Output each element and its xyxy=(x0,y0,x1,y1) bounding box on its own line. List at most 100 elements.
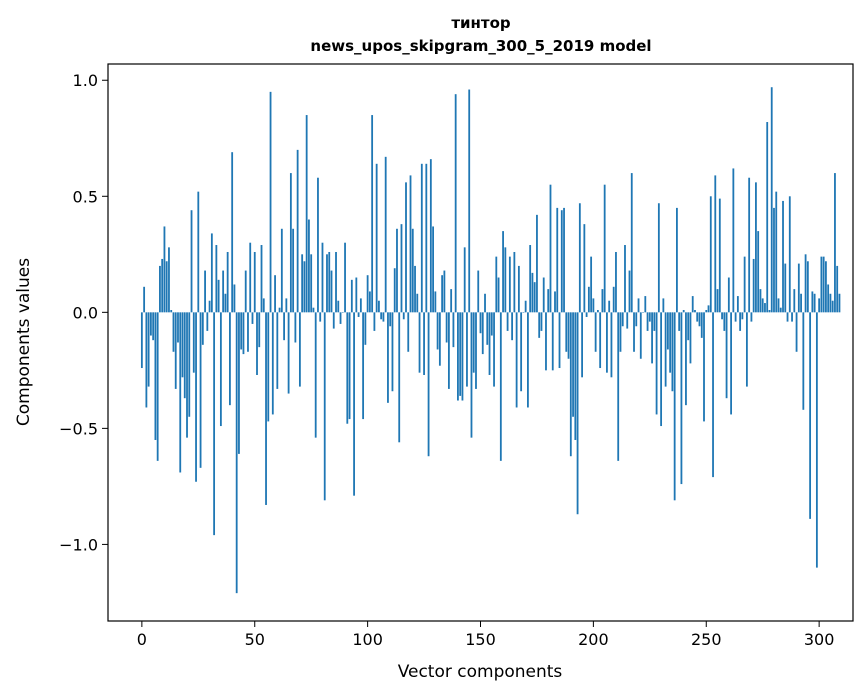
bar-component-42 xyxy=(235,312,238,594)
bar-component-220 xyxy=(637,298,640,313)
bar-component-60 xyxy=(276,312,279,389)
bar-component-50 xyxy=(253,251,256,313)
bar-component-44 xyxy=(240,312,243,350)
bar-component-241 xyxy=(685,312,687,406)
bar-component-45 xyxy=(242,312,245,355)
bar-component-20 xyxy=(186,312,188,438)
bar-component-33 xyxy=(215,245,218,313)
bar-component-228 xyxy=(655,312,658,415)
bar-component-77 xyxy=(314,312,317,438)
bar-component-193 xyxy=(576,312,579,515)
bar-component-166 xyxy=(515,312,518,408)
bar-component-302 xyxy=(822,256,825,313)
bar-component-125 xyxy=(423,312,425,375)
bar-component-108 xyxy=(384,156,387,313)
bar-component-183 xyxy=(554,291,556,313)
bar-component-57 xyxy=(269,91,272,313)
bar-component-116 xyxy=(402,312,405,320)
bar-component-39 xyxy=(229,312,231,406)
bar-component-68 xyxy=(294,312,297,343)
bar-component-199 xyxy=(590,256,593,313)
bar-component-161 xyxy=(504,247,507,313)
bar-component-207 xyxy=(608,300,611,313)
bar-component-21 xyxy=(188,312,191,417)
y-axis-label: Components values xyxy=(14,258,34,426)
bar-component-173 xyxy=(531,272,534,313)
bar-component-103 xyxy=(373,312,376,331)
bar-component-141 xyxy=(459,312,462,396)
bar-component-67 xyxy=(292,228,295,313)
bar-component-84 xyxy=(330,270,333,313)
bar-component-268 xyxy=(745,312,748,387)
bar-component-210 xyxy=(615,251,617,313)
bar-component-208 xyxy=(610,312,613,378)
bar-component-184 xyxy=(556,207,559,313)
x-axis-ticks: 0 50 100 150 200 250 300 xyxy=(137,621,834,649)
bar-component-176 xyxy=(538,312,541,338)
bar-component-275 xyxy=(761,298,764,313)
bar-component-212 xyxy=(619,312,622,352)
bar-component-80 xyxy=(321,242,324,313)
bar-component-261 xyxy=(730,312,732,415)
bar-component-211 xyxy=(617,312,620,461)
x-tick-label: 50 xyxy=(245,630,265,649)
bar-component-273 xyxy=(757,231,760,313)
bar-component-279 xyxy=(770,87,773,313)
bar-component-177 xyxy=(540,312,543,331)
bar-component-295 xyxy=(806,261,809,313)
bar-component-235 xyxy=(671,312,674,392)
bar-component-138 xyxy=(452,312,455,348)
bar-component-171 xyxy=(527,312,529,408)
bar-component-249 xyxy=(703,312,705,422)
bar-component-188 xyxy=(565,312,568,352)
bar-component-86 xyxy=(335,251,337,313)
bar-component-168 xyxy=(520,312,523,392)
bar-component-189 xyxy=(567,312,570,359)
bar-component-148 xyxy=(475,312,477,389)
bar-component-231 xyxy=(662,298,665,313)
bar-component-300 xyxy=(818,298,821,313)
bar-component-263 xyxy=(734,312,737,322)
bar-component-55 xyxy=(265,312,267,505)
bar-component-69 xyxy=(296,149,299,313)
x-tick-label: 100 xyxy=(352,630,383,649)
y-tick-label: 1.0 xyxy=(73,71,98,90)
bar-component-277 xyxy=(766,122,769,313)
bar-component-29 xyxy=(206,312,209,331)
bar-component-156 xyxy=(493,312,495,387)
bar-component-306 xyxy=(831,300,834,313)
bar-component-169 xyxy=(522,312,525,313)
bar-component-179 xyxy=(545,312,547,371)
bar-component-196 xyxy=(583,224,586,313)
y-tick-label: −0.5 xyxy=(59,419,98,438)
bar-component-217 xyxy=(630,173,633,313)
bar-component-78 xyxy=(317,177,319,313)
bar-component-65 xyxy=(287,312,290,394)
bar-component-285 xyxy=(784,263,787,313)
bars-layer xyxy=(140,87,841,594)
bar-component-95 xyxy=(355,277,358,313)
bar-component-26 xyxy=(199,312,202,468)
bar-component-270 xyxy=(750,312,753,322)
bar-component-223 xyxy=(644,296,647,313)
bar-component-94 xyxy=(353,312,355,496)
bar-component-290 xyxy=(795,312,798,352)
bar-component-102 xyxy=(371,115,374,313)
bar-component-19 xyxy=(183,312,186,399)
bar-component-309 xyxy=(838,293,841,313)
bar-component-53 xyxy=(260,245,263,313)
bar-component-13 xyxy=(170,310,173,313)
bar-component-209 xyxy=(612,286,615,313)
bar-component-91 xyxy=(346,312,349,424)
bar-component-47 xyxy=(247,312,249,352)
bar-component-251 xyxy=(707,305,710,313)
x-tick-label: 0 xyxy=(137,630,147,649)
bar-component-215 xyxy=(626,312,629,329)
bar-component-255 xyxy=(716,289,719,313)
bar-component-120 xyxy=(411,228,414,313)
bar-component-64 xyxy=(285,298,288,313)
bar-component-9 xyxy=(161,258,164,313)
bar-component-2 xyxy=(145,312,148,408)
bar-component-1 xyxy=(143,286,146,313)
bar-component-299 xyxy=(815,312,818,568)
